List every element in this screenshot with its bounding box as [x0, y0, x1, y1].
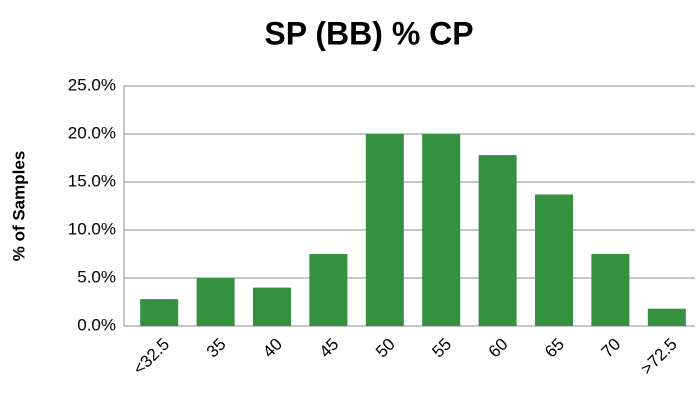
y-tick-label: 20.0% [68, 123, 116, 142]
x-tick-label: <32.5 [129, 335, 173, 379]
x-tick-label: 65 [541, 335, 568, 362]
bar [253, 287, 291, 326]
y-tick-label: 25.0% [68, 75, 116, 94]
y-tick-label: 5.0% [77, 267, 116, 286]
x-tick-label: 35 [203, 335, 230, 362]
x-tick-label: 45 [316, 335, 343, 362]
bar [591, 254, 630, 326]
bar [196, 278, 235, 326]
x-tick-label: 40 [259, 335, 286, 362]
bar [422, 134, 461, 326]
x-tick-label: 60 [485, 335, 512, 362]
bar [309, 254, 348, 326]
y-tick-label: 0.0% [77, 315, 116, 334]
x-tick-label: 70 [598, 335, 625, 362]
bar [535, 194, 573, 326]
y-tick-label: 10.0% [68, 219, 116, 238]
x-tick-label: >72.5 [637, 335, 681, 379]
bar [647, 308, 686, 326]
bar [140, 299, 179, 326]
chart-title: SP (BB) % CP [264, 15, 473, 51]
bar [365, 134, 404, 326]
y-tick-label: 15.0% [68, 171, 116, 190]
y-axis-label: % of Samples [9, 151, 28, 262]
bar [478, 155, 517, 326]
x-tick-label: 55 [428, 335, 455, 362]
x-tick-label: 50 [372, 335, 399, 362]
